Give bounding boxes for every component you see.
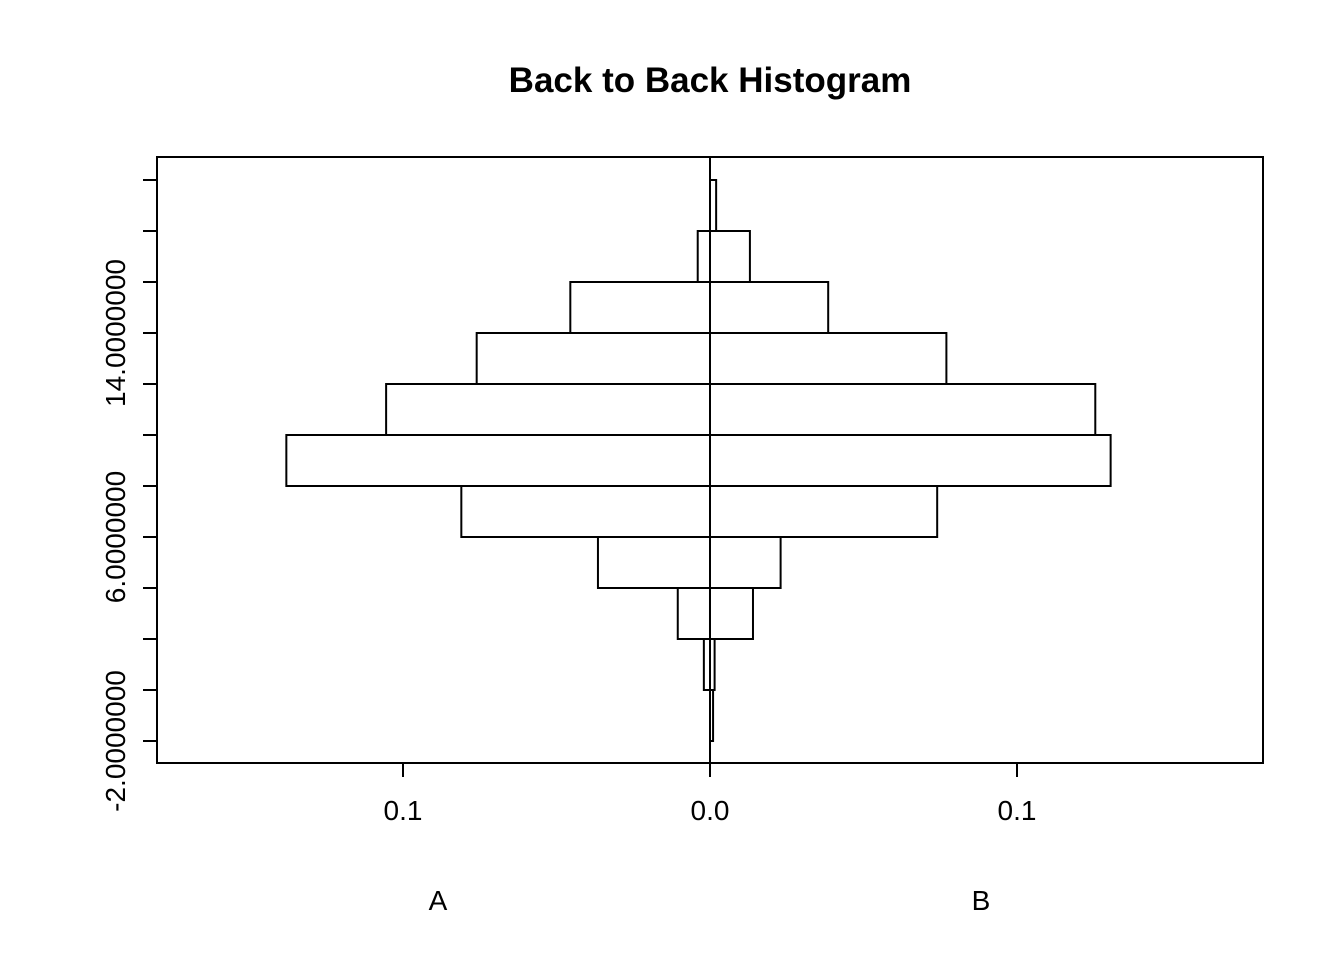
axis-layer: -2.0000000 6.0000000 14.0000000 0.1 0.0 0.1 xyxy=(100,157,1036,826)
x-tick-label-2: 0.1 xyxy=(998,795,1037,826)
bar-a-bin-6 xyxy=(385,383,711,436)
bar-b-bin-5 xyxy=(709,434,1112,487)
bar-a-bin-7 xyxy=(475,332,711,385)
bar-b-bin-6 xyxy=(709,383,1097,436)
bar-a-bin-3 xyxy=(596,536,712,589)
bar-a-bin-2 xyxy=(676,587,711,640)
x-tick-label-0: 0.1 xyxy=(384,795,423,826)
group-label-b: B xyxy=(972,885,991,916)
bar-a-bin-5 xyxy=(285,434,711,487)
y-tick-label-0: -2.0000000 xyxy=(100,670,131,812)
bar-b-bin-2 xyxy=(709,587,754,640)
bar-a-bin-8 xyxy=(569,281,712,334)
bars-layer xyxy=(285,179,1112,742)
bar-b-bin-7 xyxy=(709,332,948,385)
group-label-a: A xyxy=(429,885,448,916)
bar-a-bin-9 xyxy=(696,230,711,283)
bar-b-bin-3 xyxy=(709,536,782,589)
y-tick-label-2: 14.0000000 xyxy=(100,259,131,407)
bar-b-bin-8 xyxy=(709,281,830,334)
x-tick-label-1: 0.0 xyxy=(691,795,730,826)
chart-title: Back to Back Histogram xyxy=(509,61,912,100)
bar-b-bin-4 xyxy=(709,485,939,538)
bar-b-bin-9 xyxy=(709,230,751,283)
bar-a-bin-4 xyxy=(460,485,711,538)
y-tick-label-1: 6.0000000 xyxy=(100,471,131,603)
